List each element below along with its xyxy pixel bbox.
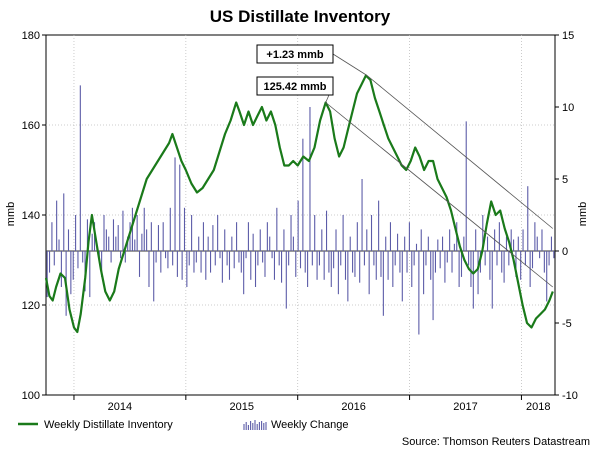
inventory-line: [44, 74, 554, 334]
right-tick-label: -5: [562, 318, 572, 330]
legend-label-inventory: Weekly Distillate Inventory: [44, 419, 173, 431]
trendline: [366, 75, 554, 229]
trendlines: [325, 75, 554, 288]
annotation-leader: [332, 53, 368, 76]
left-tick-label: 180: [22, 30, 40, 42]
axes: 100 120 140 160 180 -10 -5 0 5 10 15 2014 2015 2016 20…: [22, 30, 578, 413]
left-tick-label: 160: [22, 120, 40, 132]
legend: Weekly Distillate Inventory Weekly Chang…: [18, 419, 348, 431]
annotation-0: +1.23 mmb: [256, 44, 368, 76]
chart-title: US Distillate Inventory: [210, 7, 391, 26]
inventory-line-layer: [44, 74, 554, 334]
annotation-label: +1.23 mmb: [266, 49, 323, 61]
left-tick-label: 120: [22, 300, 40, 312]
source-note: Source: Thomson Reuters Datastream: [402, 436, 590, 448]
right-tick-label: -10: [562, 390, 578, 402]
left-tick-label: 100: [22, 390, 40, 402]
weekly-change-bars: [46, 85, 555, 335]
y-axis-label-left: mmb: [5, 202, 17, 226]
right-tick-label: 15: [562, 30, 574, 42]
x-tick-label: 2014: [108, 401, 132, 413]
y-axis-label-right: mmb: [577, 202, 589, 226]
x-tick-label: 2018: [526, 401, 550, 413]
trendline: [325, 102, 554, 288]
annotation-1: 125.42 mmb: [256, 76, 334, 103]
legend-bar-swatch: [243, 420, 267, 430]
right-tick-label: 5: [562, 174, 568, 186]
x-tick-label: 2016: [341, 401, 365, 413]
x-tick-label: 2017: [453, 401, 477, 413]
right-tick-label: 0: [562, 246, 568, 258]
x-tick-label: 2015: [230, 401, 254, 413]
annotation-label: 125.42 mmb: [264, 81, 327, 93]
annotation-box: [256, 76, 334, 96]
left-tick-label: 140: [22, 210, 40, 222]
annotations: +1.23 mmb 125.42 mmb: [256, 44, 368, 103]
legend-label-weekly-change: Weekly Change: [271, 419, 348, 431]
right-tick-label: 10: [562, 102, 574, 114]
annotation-box: [256, 44, 334, 64]
